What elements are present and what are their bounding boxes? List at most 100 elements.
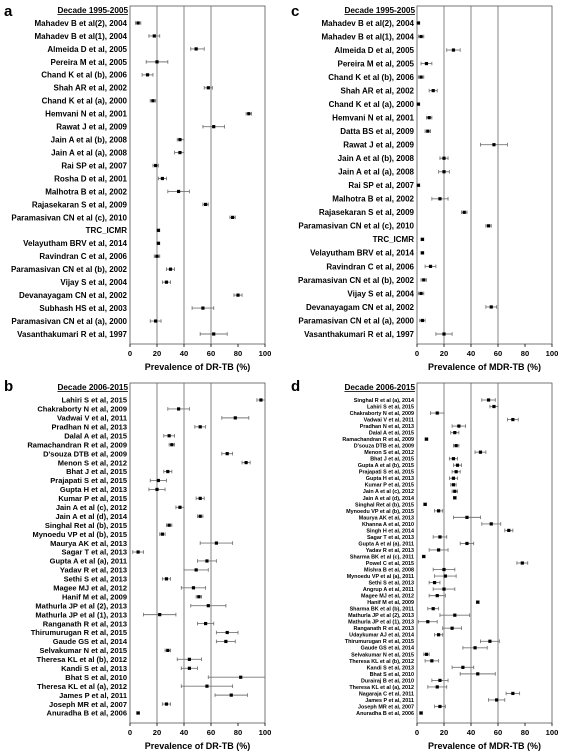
- study-label: Rajasekaran S et al, 2009: [32, 200, 128, 209]
- point-estimate: [160, 532, 164, 536]
- panel-letter: b: [4, 378, 13, 395]
- point-estimate: [206, 604, 210, 608]
- study-label: Jain A et al (c), 2012: [56, 503, 127, 512]
- study-label: Prajapati S et al, 2015: [359, 470, 414, 476]
- point-estimate: [201, 306, 205, 310]
- study-label: Vadwai V et al, 2011: [364, 418, 414, 424]
- study-label: Magee MJ et al, 2012: [361, 594, 414, 600]
- point-estimate: [187, 657, 191, 661]
- study-label: Malhotra B et al, 2002: [45, 187, 127, 196]
- x-tick-label: 40: [467, 349, 475, 358]
- point-estimate: [187, 666, 191, 670]
- point-estimate: [465, 515, 469, 519]
- point-estimate: [419, 75, 423, 79]
- study-label: Kumar P et al, 2015: [58, 494, 127, 503]
- study-label: Jain A et al (d), 2014: [55, 512, 127, 521]
- study-label: Udaykumar AJ et al, 2014: [349, 633, 414, 639]
- point-estimate: [204, 202, 208, 207]
- x-tick-label: 0: [415, 349, 419, 358]
- plot-frame: [416, 5, 553, 345]
- study-label: Selvakumar N et al, 2015: [351, 652, 414, 658]
- point-estimate: [224, 639, 228, 644]
- study-label: Gupta A et al (a), 2011: [358, 541, 414, 547]
- study-label: Rosha D et al, 2001: [54, 174, 127, 183]
- point-estimate: [194, 568, 198, 572]
- point-estimate: [473, 646, 477, 650]
- point-estimate: [453, 613, 457, 617]
- study-label: Hanif M et al, 2009: [62, 592, 127, 601]
- x-tick-label: 80: [521, 728, 529, 737]
- point-estimate: [453, 489, 457, 493]
- study-label: Bhat S et al, 2010: [370, 672, 414, 678]
- point-estimate: [151, 99, 155, 103]
- study-label: Anuradha B et al, 2006: [47, 709, 127, 718]
- point-estimate: [419, 34, 423, 39]
- study-label: Menon S et al, 2012: [364, 450, 414, 456]
- point-estimate: [156, 241, 160, 245]
- study-label: Hemvani N et al, 2001: [332, 114, 414, 123]
- study-label: Chand K et al (b), 2006: [328, 73, 414, 82]
- study-label: Rai SP et al, 2007: [61, 161, 127, 170]
- point-estimate: [476, 672, 480, 676]
- point-estimate: [158, 613, 162, 617]
- point-estimate: [435, 411, 439, 415]
- study-label: Almeida D et al, 2005: [47, 45, 127, 54]
- study-label: Ranganath R et al, 2013: [353, 626, 414, 632]
- point-estimate: [420, 318, 424, 323]
- study-label: Mahadev B et al(2), 2004: [35, 19, 128, 28]
- study-label: Jain A et al (d), 2014: [363, 496, 414, 502]
- study-label: Vasanthakumari R et al, 1997: [304, 330, 414, 339]
- study-label: TRC_ICMR: [373, 235, 415, 244]
- study-label: Vijay S et al, 2004: [60, 278, 127, 287]
- study-label: Maurya AK et al, 2013: [359, 515, 414, 521]
- study-label: Mathurla JP et al (1), 2013: [35, 610, 127, 619]
- study-label: Gaude GS et al, 2014: [361, 646, 414, 652]
- point-estimate: [204, 621, 208, 626]
- study-label: Nagaraja C et al, 2011: [359, 691, 414, 697]
- panel-c: c 0 20 40 60 80 100 Prevalence of MDR-TB (%) Dec…: [291, 3, 558, 372]
- study-label: Ravindran C et al, 2006: [326, 262, 414, 271]
- study-label: Rajasekaran S et al, 2009: [319, 208, 415, 217]
- point-estimate: [424, 61, 429, 66]
- study-label: Mathurla JP et al (2), 2013: [348, 613, 414, 619]
- x-tick-label: 40: [180, 728, 188, 737]
- point-estimate: [492, 404, 496, 409]
- study-label: Mathurla JP et al (2), 2013: [35, 601, 127, 610]
- study-label: TRC_ICMR: [86, 226, 128, 235]
- study-label: Bhat J et al, 2015: [370, 457, 414, 463]
- study-label: Shah AR et al, 2002: [53, 84, 127, 93]
- study-label: Sagar T et al, 2013: [367, 535, 414, 541]
- point-estimate: [198, 496, 202, 500]
- point-estimate: [438, 535, 442, 539]
- point-estimate: [453, 431, 457, 435]
- study-label: Lahiri S et al, 2015: [62, 396, 127, 405]
- point-estimate: [247, 112, 251, 116]
- point-estimate: [437, 548, 441, 552]
- study-label: Pereira M et al, 2005: [51, 58, 128, 67]
- study-label: Devanayagam CN et al, 2002: [19, 291, 128, 300]
- study-label: Vasanthakumari R et al, 1997: [17, 330, 127, 339]
- study-label: Pereira M et al, 2005: [338, 59, 415, 68]
- point-estimate: [178, 150, 182, 155]
- study-label: Jain A et al (a), 2008: [338, 168, 414, 177]
- x-axis-title: Prevalence of DR-TB (%): [145, 362, 251, 372]
- point-estimate: [427, 116, 431, 120]
- study-label: Theresa KL et al (a), 2012: [349, 685, 414, 691]
- x-tick-label: 100: [259, 728, 272, 737]
- point-estimate: [205, 684, 209, 688]
- study-label: Chand K et al (a), 2000: [329, 100, 415, 109]
- point-estimate: [437, 509, 441, 513]
- study-label: Paramasivan CN et al (b), 2002: [11, 265, 128, 274]
- point-estimate: [168, 267, 173, 271]
- point-estimate: [424, 437, 429, 441]
- study-label: Rawat J et al, 2009: [56, 123, 127, 132]
- point-estimate: [205, 559, 209, 563]
- x-tick-label: 60: [494, 349, 502, 358]
- study-label: Prajapati S et al, 2015: [50, 476, 127, 485]
- study-label: Mynoedu VP et al (b), 2015: [346, 509, 414, 515]
- point-estimate: [136, 711, 140, 715]
- point-estimate: [423, 502, 427, 506]
- point-estimate: [178, 138, 182, 142]
- point-estimate: [492, 143, 496, 147]
- point-estimate: [236, 293, 240, 297]
